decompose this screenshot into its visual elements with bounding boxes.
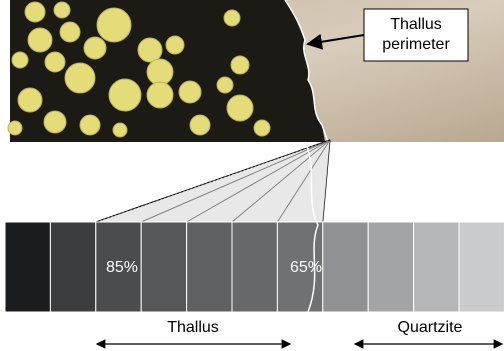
region-label: Quartzite bbox=[398, 319, 463, 336]
gray-cell bbox=[141, 222, 186, 312]
gray-strip bbox=[5, 222, 504, 312]
gray-cell bbox=[187, 222, 232, 312]
region-label: Thallus bbox=[167, 319, 219, 336]
fan bbox=[96, 140, 330, 222]
callout-text: Thallus bbox=[390, 16, 442, 33]
gray-cell bbox=[323, 222, 368, 312]
callout-text: perimeter bbox=[382, 36, 450, 53]
percent-label: 65% bbox=[290, 259, 322, 276]
gray-cell bbox=[5, 222, 50, 312]
gray-cell bbox=[368, 222, 413, 312]
gray-cell bbox=[50, 222, 95, 312]
figure: Thallus perimeter 85% 65% Thallus Quartz… bbox=[0, 0, 504, 351]
gray-cell bbox=[414, 222, 459, 312]
gray-cell bbox=[459, 222, 504, 312]
percent-label: 85% bbox=[106, 259, 138, 276]
gray-cell bbox=[232, 222, 277, 312]
